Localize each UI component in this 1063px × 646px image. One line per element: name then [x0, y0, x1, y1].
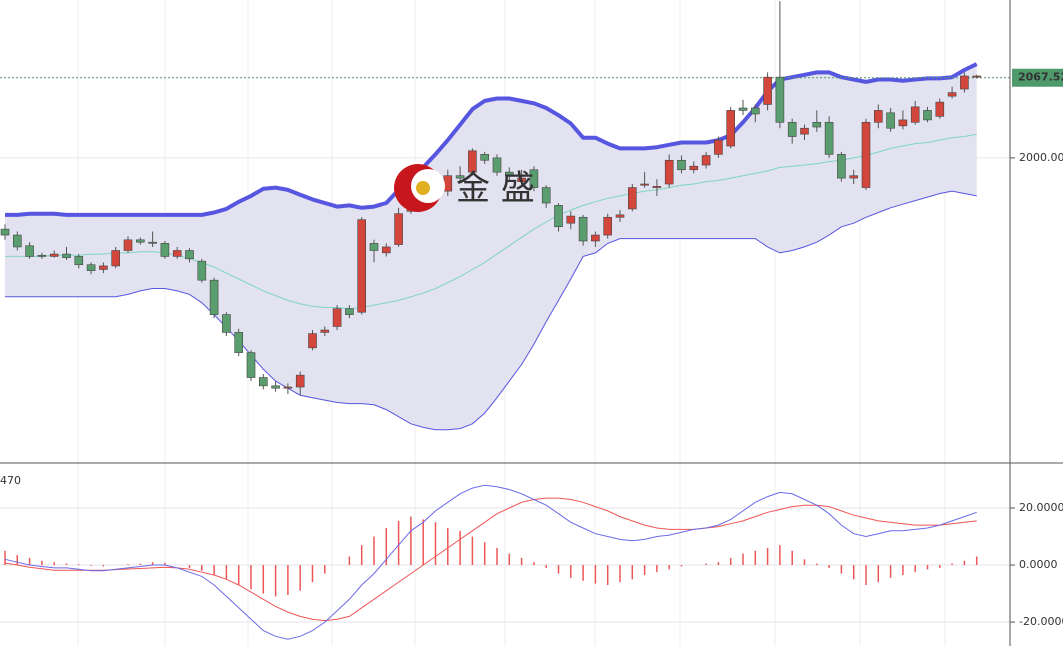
y-tick-label: -20.0000: [1019, 615, 1063, 628]
candle-body: [160, 243, 170, 257]
candle-body: [455, 175, 465, 179]
candle-body: [136, 239, 145, 243]
candle-body: [554, 205, 563, 228]
candle-body: [74, 256, 84, 266]
candle-body: [738, 107, 748, 111]
candle-body: [726, 110, 736, 147]
candle-body: [345, 308, 354, 315]
candle-body: [37, 254, 47, 257]
macd-label: 470: [0, 474, 21, 487]
candle-body: [62, 253, 71, 258]
candle-body: [935, 101, 945, 117]
candle-body: [886, 112, 895, 129]
candle-body: [123, 239, 133, 251]
candle-body: [504, 171, 514, 177]
upper-band: [5, 62, 978, 217]
candle-body: [898, 119, 908, 127]
candle-body: [763, 76, 772, 105]
candle-body: [222, 314, 231, 333]
macd-panel: 20.0000 0.0000 -20.0000: [0, 484, 1063, 640]
candle-body: [603, 216, 613, 236]
candle-body: [86, 264, 96, 271]
candle-body: [824, 121, 834, 155]
candle-body: [49, 253, 59, 257]
y-tick-label: 0.0000: [1019, 558, 1058, 571]
candle-body: [615, 214, 625, 218]
candle-body: [812, 121, 822, 128]
candle-body: [308, 333, 317, 349]
last-price-label: 2067.52: [1018, 71, 1063, 84]
candle-body: [172, 250, 182, 257]
y-tick-label: 2000.00: [1019, 151, 1063, 164]
candle-body: [480, 154, 490, 161]
candle-body: [849, 175, 859, 179]
candle-body: [787, 121, 797, 137]
candle-body: [99, 265, 108, 270]
candle-body: [197, 260, 207, 281]
candle-body: [689, 165, 699, 171]
candle-body: [775, 76, 785, 123]
price-panel: 2000.00 2067.52: [0, 1, 1063, 431]
dea-line: [4, 497, 977, 622]
candle-body: [701, 155, 711, 166]
candle-body: [283, 386, 293, 389]
candle-body: [714, 139, 723, 155]
candle-body: [394, 213, 403, 245]
candle-body: [25, 245, 34, 257]
candle-body: [185, 250, 194, 260]
candle-body: [873, 110, 883, 123]
candle-body: [234, 332, 243, 353]
candle-body: [566, 215, 576, 224]
candle-body: [591, 234, 600, 242]
candle-body: [529, 169, 539, 188]
band-fill: [5, 64, 977, 430]
candle-body: [640, 183, 649, 186]
dif-line: [4, 484, 977, 640]
candle-body: [443, 175, 453, 192]
candle-body: [541, 187, 551, 204]
candle-body: [972, 75, 982, 78]
candle-body: [111, 250, 120, 267]
candle-body: [271, 385, 280, 389]
watermark: 金 盛: [456, 169, 535, 209]
candle-body: [357, 219, 367, 313]
candle-body: [861, 121, 871, 188]
candle-body: [750, 107, 760, 115]
candle-body: [947, 92, 957, 97]
candle-body: [837, 154, 846, 179]
logo: [394, 164, 445, 212]
candle-body: [578, 216, 588, 242]
candle-body: [652, 186, 662, 188]
candle-body: [369, 243, 379, 251]
candle-body: [209, 279, 219, 315]
candle-body: [800, 127, 809, 135]
candle-body: [148, 241, 157, 244]
last-price-box: [1012, 68, 1063, 87]
candle-body: [381, 246, 391, 254]
candle-body: [258, 377, 268, 387]
candle-body: [627, 187, 637, 210]
candle-body: [0, 228, 10, 236]
candle-body: [664, 159, 674, 185]
candle-body: [677, 159, 686, 171]
candle-body: [295, 374, 305, 388]
candle-body: [492, 157, 502, 173]
candle-body: [923, 110, 932, 121]
candle-body: [320, 329, 330, 333]
candle-body: [332, 308, 342, 327]
logo-dot: [416, 181, 430, 195]
candle-body: [960, 75, 969, 90]
candle-body: [910, 106, 920, 123]
candle-body: [517, 177, 526, 182]
candle-body: [13, 234, 22, 248]
y-tick-label: 20.0000: [1019, 501, 1063, 514]
candle-body: [246, 352, 256, 378]
candle-body: [468, 150, 477, 173]
lower-band: [5, 190, 977, 431]
